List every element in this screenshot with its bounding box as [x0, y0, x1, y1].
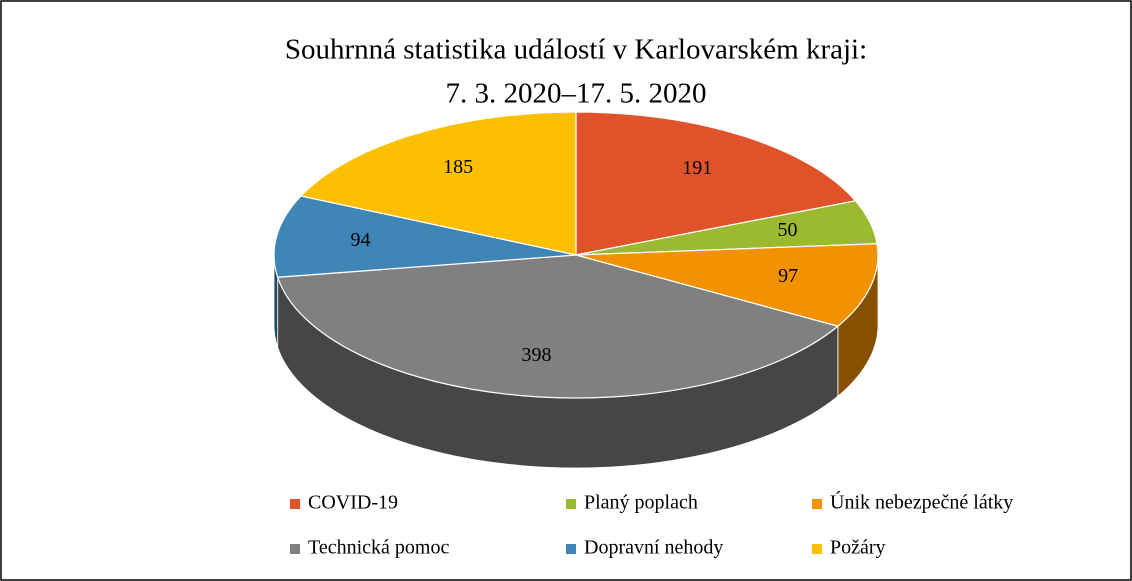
chart-subtitle: 7. 3. 2020–17. 5. 2020 [446, 78, 707, 110]
legend-label: Požáry [830, 537, 886, 559]
legend-swatch [812, 544, 822, 554]
slice-tops [273, 111, 879, 399]
data-label: 50 [778, 219, 798, 241]
data-label: 94 [351, 229, 371, 251]
legend-swatch [812, 499, 822, 509]
legend-swatch [290, 499, 300, 509]
slice [575, 243, 879, 327]
slice [273, 195, 577, 278]
slice [299, 111, 577, 256]
data-label: 398 [522, 344, 552, 366]
legend-label: COVID-19 [308, 492, 398, 514]
legend-swatch [290, 544, 300, 554]
legend-swatch [566, 499, 576, 509]
slice [575, 111, 857, 256]
chart-title: Souhrnná statistika událostí v Karlovars… [285, 34, 867, 66]
data-label: 191 [682, 157, 712, 179]
legend-label: Technická pomoc [308, 537, 449, 559]
legend-label: Dopravní nehody [584, 537, 723, 559]
legend-swatch [566, 544, 576, 554]
slice [276, 254, 840, 399]
legend-label: Planý poplach [584, 492, 698, 514]
data-label: 185 [443, 156, 473, 178]
data-label: 97 [778, 265, 798, 287]
legend-label: Únik nebezpečné látky [830, 490, 1013, 514]
